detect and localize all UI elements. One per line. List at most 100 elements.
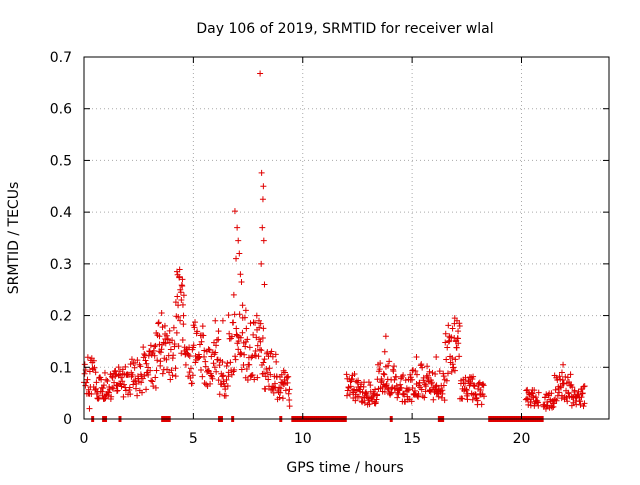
data-point <box>219 317 226 324</box>
data-point <box>393 373 400 380</box>
data-point <box>143 360 150 367</box>
data-point <box>206 346 213 353</box>
data-point <box>95 395 102 402</box>
data-point <box>455 328 462 335</box>
data-point <box>180 312 187 319</box>
data-point <box>552 386 559 393</box>
data-point <box>544 399 551 406</box>
data-point <box>415 391 422 398</box>
data-point <box>284 379 291 386</box>
data-point <box>88 390 95 397</box>
data-point <box>178 297 185 304</box>
data-point <box>129 371 136 378</box>
data-point <box>424 363 431 370</box>
data-point <box>343 392 350 399</box>
data-point <box>374 391 381 398</box>
data-point <box>270 389 277 396</box>
data-point <box>252 348 259 355</box>
data-point <box>177 286 184 293</box>
data-point <box>167 376 174 383</box>
data-point <box>426 368 433 375</box>
data-point <box>169 372 176 379</box>
x-tick-label: 15 <box>403 431 421 447</box>
y-tick-label: 0.6 <box>50 102 72 118</box>
data-point <box>186 353 193 360</box>
data-point <box>355 393 362 400</box>
data-point <box>114 387 121 394</box>
data-point <box>475 385 482 392</box>
y-tick-label: 0.1 <box>50 360 72 376</box>
data-point <box>474 397 481 404</box>
data-point <box>106 389 113 396</box>
data-point <box>148 377 155 384</box>
data-point <box>232 356 239 363</box>
data-point <box>139 389 146 396</box>
data-point <box>224 360 231 367</box>
data-point <box>260 237 267 244</box>
data-point <box>445 338 452 345</box>
data-point <box>469 396 476 403</box>
data-point <box>172 365 179 372</box>
data-point <box>170 352 177 359</box>
data-point <box>248 354 255 361</box>
data-point <box>283 374 290 381</box>
data-point <box>413 371 420 378</box>
data-point <box>178 350 185 357</box>
data-point <box>229 333 236 340</box>
data-point <box>197 366 204 373</box>
data-point <box>282 387 289 394</box>
data-point <box>400 372 407 379</box>
data-point <box>208 353 215 360</box>
data-point <box>215 336 222 343</box>
data-point <box>351 371 358 378</box>
data-point <box>261 356 268 363</box>
data-point <box>152 384 159 391</box>
data-point <box>286 403 293 410</box>
data-point <box>363 391 370 398</box>
data-point <box>429 369 436 376</box>
data-point <box>199 373 206 380</box>
data-point <box>355 377 362 384</box>
data-point <box>373 396 380 403</box>
data-point <box>231 366 238 373</box>
data-point <box>258 347 265 354</box>
data-point <box>372 399 379 406</box>
data-point <box>173 268 180 275</box>
data-point <box>413 353 420 360</box>
data-point <box>262 373 269 380</box>
data-point <box>258 260 265 267</box>
data-point <box>365 379 372 386</box>
data-point <box>459 395 466 402</box>
data-point <box>553 397 560 404</box>
data-point <box>208 372 215 379</box>
data-point <box>252 319 259 326</box>
data-point <box>155 320 162 327</box>
data-point <box>232 353 239 360</box>
data-point <box>82 382 89 389</box>
data-point <box>163 356 170 363</box>
data-point <box>143 386 150 393</box>
data-point <box>524 386 531 393</box>
data-point <box>351 386 358 393</box>
data-point <box>453 344 460 351</box>
data-point <box>102 395 109 402</box>
data-point <box>119 378 126 385</box>
data-point <box>211 364 218 371</box>
data-point <box>172 373 179 380</box>
data-point <box>151 352 158 359</box>
data-point <box>196 341 203 348</box>
data-point <box>259 196 266 203</box>
data-point <box>231 208 238 215</box>
data-point <box>243 325 250 332</box>
data-point <box>392 385 399 392</box>
data-point <box>175 302 182 309</box>
data-point <box>343 371 350 378</box>
data-point <box>404 387 411 394</box>
data-point <box>372 386 379 393</box>
data-point <box>140 344 147 351</box>
data-point <box>441 397 448 404</box>
data-point <box>261 281 268 288</box>
data-point <box>480 382 487 389</box>
data-point <box>238 278 245 285</box>
data-point <box>115 364 122 371</box>
